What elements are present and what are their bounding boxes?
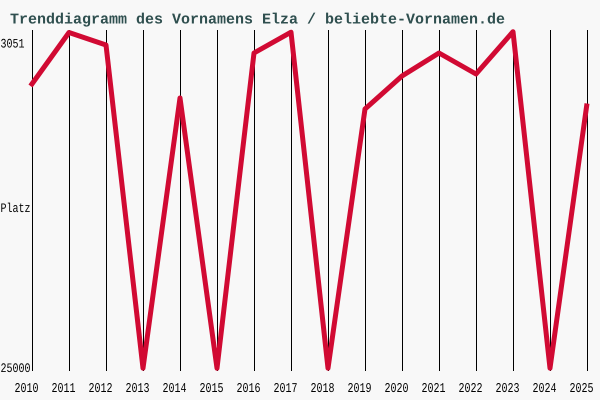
svg-text:Platz: Platz xyxy=(1,201,31,216)
svg-text:2020: 2020 xyxy=(385,382,409,397)
svg-text:2011: 2011 xyxy=(52,382,76,397)
svg-text:2024: 2024 xyxy=(533,382,557,397)
svg-text:2017: 2017 xyxy=(274,382,298,397)
svg-text:2010: 2010 xyxy=(15,382,39,397)
svg-text:2018: 2018 xyxy=(311,382,335,397)
svg-text:2021: 2021 xyxy=(422,382,446,397)
svg-text:2012: 2012 xyxy=(89,382,113,397)
svg-text:2016: 2016 xyxy=(237,382,261,397)
svg-text:2015: 2015 xyxy=(200,382,224,397)
svg-text:Trenddiagramm des Vornamens El: Trenddiagramm des Vornamens Elza / belie… xyxy=(10,12,505,29)
svg-text:2023: 2023 xyxy=(496,382,520,397)
svg-text:2025: 2025 xyxy=(570,382,594,397)
svg-text:3051: 3051 xyxy=(1,36,25,51)
svg-text:2013: 2013 xyxy=(126,382,150,397)
svg-text:2014: 2014 xyxy=(163,382,187,397)
svg-text:2019: 2019 xyxy=(348,382,372,397)
svg-text:2022: 2022 xyxy=(459,382,483,397)
svg-text:25000: 25000 xyxy=(1,361,31,376)
